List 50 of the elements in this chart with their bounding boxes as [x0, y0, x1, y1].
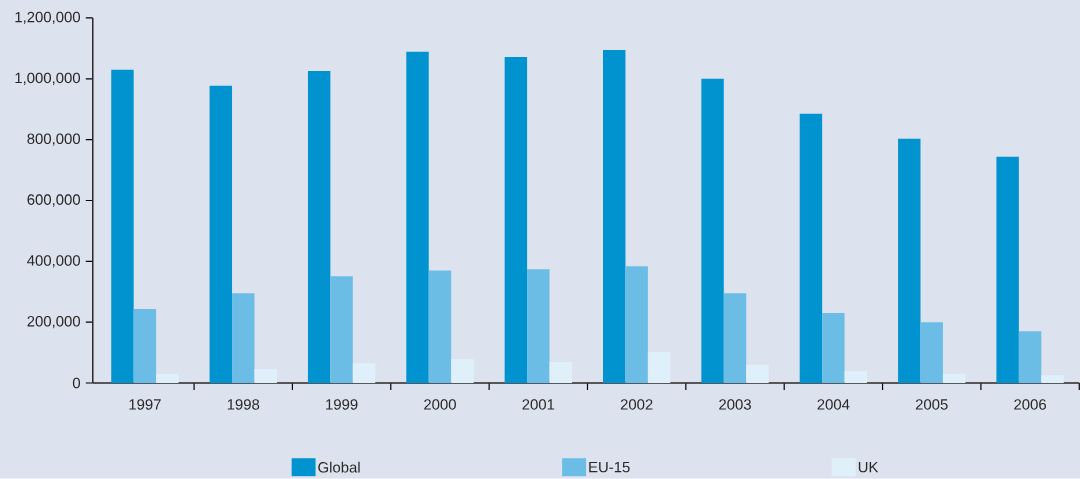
bar	[232, 293, 255, 384]
bar	[549, 362, 572, 384]
bar	[844, 371, 868, 384]
bar	[352, 363, 376, 384]
bar	[723, 293, 747, 384]
y-tick-label: 1,000,000	[15, 72, 81, 86]
bar	[1041, 375, 1064, 384]
bar	[209, 85, 233, 384]
x-tick-label: 1998	[227, 399, 260, 410]
bar	[254, 369, 277, 384]
x-tick-label: 2006	[1014, 399, 1046, 410]
x-tick-label: 1999	[326, 399, 358, 410]
bar	[451, 359, 474, 384]
legend-label: UK	[858, 462, 879, 473]
legend-label: EU-15	[589, 462, 630, 473]
bar	[701, 78, 724, 384]
x-tick-label: 2004	[817, 399, 850, 410]
x-tick-label: 2001	[522, 399, 555, 410]
bar	[133, 309, 157, 384]
y-tick-label: 800,000	[27, 133, 81, 146]
bar	[746, 365, 769, 384]
bar	[625, 266, 648, 384]
bar	[428, 270, 452, 384]
y-tick-label: 0	[72, 377, 81, 389]
y-tick-label: 1,200,000	[15, 11, 81, 25]
bar	[942, 374, 966, 384]
x-tick-label: 2000	[424, 399, 456, 410]
bar	[156, 374, 179, 384]
bar	[822, 313, 845, 384]
x-tick-label: 2003	[719, 399, 751, 410]
x-tick-label: 2005	[915, 399, 948, 410]
y-tick-label: 600,000	[27, 194, 81, 207]
bar	[799, 113, 823, 384]
bar	[996, 156, 1019, 384]
legend-label: Global	[318, 461, 360, 473]
bar	[330, 276, 353, 384]
y-tick-label: 200,000	[27, 316, 81, 329]
bar	[527, 269, 550, 384]
bar	[1018, 331, 1042, 384]
bar	[307, 71, 331, 384]
bar	[406, 51, 429, 384]
bar	[504, 57, 528, 384]
x-tick-label: 1997	[129, 399, 161, 410]
y-tick-label: 400,000	[27, 255, 81, 268]
bar	[898, 138, 921, 384]
x-tick-label: 2002	[620, 399, 653, 410]
bar	[111, 69, 134, 384]
bar	[603, 50, 626, 384]
bar	[920, 322, 943, 384]
bar	[647, 352, 671, 384]
